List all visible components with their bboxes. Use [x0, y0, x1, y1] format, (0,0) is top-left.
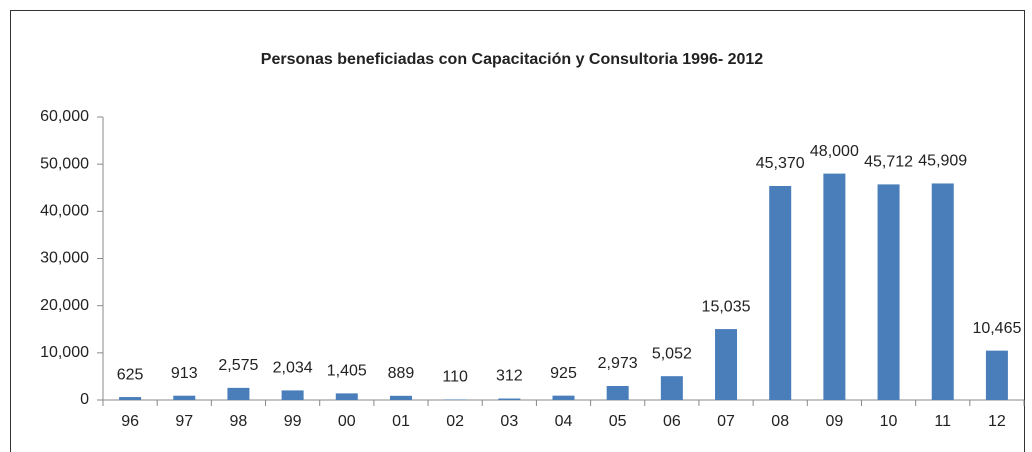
x-tick-label: 08 — [771, 413, 789, 430]
chart-border — [10, 10, 1025, 452]
bar — [281, 390, 304, 400]
bar — [119, 397, 142, 400]
x-tick-label: 04 — [555, 413, 573, 430]
bar — [985, 350, 1008, 400]
x-tick-label: 07 — [717, 413, 735, 430]
x-tick-label: 97 — [175, 413, 193, 430]
chart-title: Personas beneficiadas con Capacitación y… — [261, 51, 764, 68]
data-label: 45,712 — [864, 154, 913, 171]
data-label: 10,465 — [972, 320, 1021, 337]
y-tick-label: 40,000 — [40, 203, 89, 220]
bar — [823, 173, 846, 400]
bar — [606, 385, 629, 400]
y-tick-label: 30,000 — [40, 250, 89, 267]
x-tick-label: 96 — [121, 413, 139, 430]
x-tick-label: 98 — [230, 413, 248, 430]
x-tick-label: 99 — [284, 413, 302, 430]
x-tick-label: 05 — [609, 413, 627, 430]
x-tick-label: 06 — [663, 413, 681, 430]
data-label: 45,370 — [756, 155, 805, 172]
x-tick-label: 00 — [338, 413, 356, 430]
data-label: 48,000 — [810, 143, 859, 160]
y-tick-label: 10,000 — [40, 344, 89, 361]
data-label: 2,973 — [598, 355, 638, 372]
bar — [715, 329, 738, 400]
data-label: 625 — [117, 366, 144, 383]
bar — [498, 398, 521, 400]
data-label: 925 — [550, 365, 577, 382]
bar — [552, 395, 575, 400]
x-tick-label: 09 — [825, 413, 843, 430]
data-label: 889 — [388, 365, 415, 382]
bar — [931, 183, 954, 400]
data-label: 5,052 — [652, 345, 692, 362]
bar — [660, 376, 683, 400]
data-label: 45,909 — [918, 153, 967, 170]
bar — [173, 395, 196, 400]
bar — [444, 399, 467, 400]
data-label: 2,034 — [273, 360, 313, 377]
y-tick-label: 20,000 — [40, 297, 89, 314]
y-tick-label: 50,000 — [40, 155, 89, 172]
x-tick-label: 02 — [446, 413, 464, 430]
data-label: 913 — [171, 365, 198, 382]
data-label: 110 — [442, 369, 468, 386]
x-tick-label: 01 — [392, 413, 410, 430]
data-label: 15,035 — [702, 298, 751, 315]
bar — [227, 387, 250, 400]
data-label: 2,575 — [218, 357, 258, 374]
data-label: 312 — [496, 368, 523, 385]
bar — [877, 184, 900, 400]
x-tick-label: 11 — [934, 413, 951, 430]
x-tick-label: 12 — [988, 413, 1006, 430]
bar — [335, 393, 358, 400]
bar — [769, 186, 792, 400]
data-label: 1,405 — [327, 363, 367, 380]
bar — [389, 395, 412, 400]
y-tick-label: 0 — [80, 391, 89, 408]
x-tick-label: 10 — [880, 413, 898, 430]
y-tick-label: 60,000 — [40, 108, 89, 125]
x-tick-label: 03 — [500, 413, 518, 430]
